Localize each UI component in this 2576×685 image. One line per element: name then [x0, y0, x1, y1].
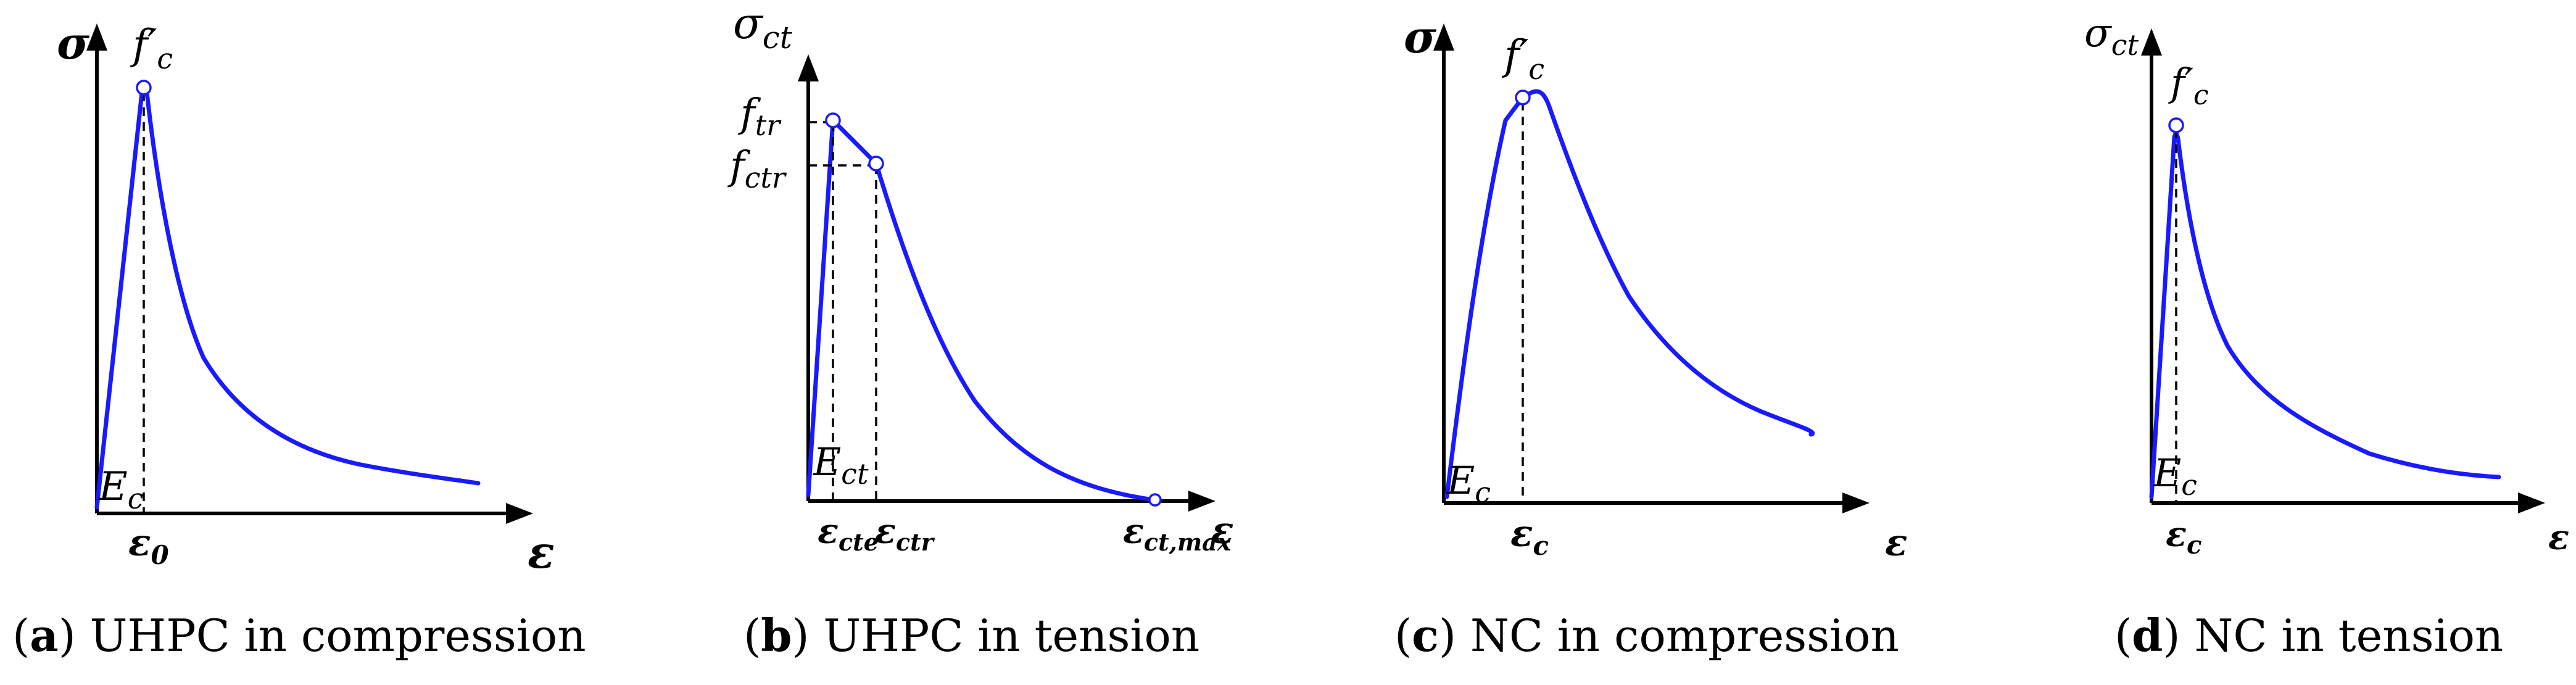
- panel-a-y-label: σ: [57, 17, 90, 69]
- caption-d: (d) NC in tension: [2114, 609, 2503, 662]
- panel-a-peak-label: f′c: [130, 21, 173, 75]
- panel-b-strain1-label: εcte: [818, 511, 879, 556]
- panel-b-marker-1: [825, 112, 841, 128]
- panel-d-strain-label: εc: [2166, 514, 2201, 560]
- panel-b-marker-3: [1148, 493, 1162, 507]
- panel-a-curve: [94, 86, 481, 510]
- panel-d: σct ε f′c Ec εc: [2084, 10, 2569, 560]
- panel-d-peak-marker: [2168, 117, 2184, 133]
- panel-b-stress1-label: ftr: [738, 91, 782, 142]
- panel-d-y-label: σct: [2084, 10, 2139, 62]
- panel-c: σ ε f′c Ec εc: [1404, 10, 1907, 565]
- panel-d-modulus-label: Ec: [2153, 450, 2197, 502]
- caption-a: (a) UHPC in compression: [12, 609, 586, 662]
- panel-b-stress2-label: fctr: [727, 143, 787, 194]
- caption-c: (c) NC in compression: [1394, 609, 1899, 662]
- panel-d-peak-label: f′c: [2168, 60, 2209, 111]
- panel-b: σct ε ftr fctr Ect εcte εctr εct,max: [727, 0, 1233, 556]
- panel-b-x-arrow: [1188, 491, 1216, 512]
- panel-a-modulus-label: Ec: [98, 464, 143, 515]
- panel-a-x-arrow: [506, 503, 533, 524]
- panel-b-modulus-label: Ect: [813, 439, 869, 491]
- panel-a-x-label: ε: [528, 526, 555, 578]
- panel-b-strain2-label: εctr: [875, 511, 935, 556]
- panel-a-strain-label: ε0: [128, 521, 169, 570]
- panel-c-y-arrow: [1433, 23, 1454, 51]
- panel-d-curve: [2149, 131, 2501, 499]
- panel-d-y-arrow: [2141, 28, 2162, 56]
- panel-b-y-arrow: [798, 54, 819, 81]
- panel-a-y-arrow: [86, 23, 107, 51]
- panel-c-modulus-label: Ec: [1446, 458, 1491, 509]
- panel-a: σ ε f′c Ec ε0: [57, 17, 555, 578]
- panel-b-y-label: σct: [733, 0, 793, 56]
- panel-b-x-label: ε: [1211, 509, 1233, 552]
- panel-c-strain-label: εc: [1510, 512, 1549, 561]
- panel-c-curve: [1444, 89, 1815, 499]
- panel-c-peak-label: f′c: [1501, 31, 1544, 86]
- panel-d-x-label: ε: [2548, 517, 2569, 558]
- panel-c-x-label: ε: [1885, 521, 1907, 565]
- panel-b-marker-2: [868, 156, 884, 172]
- panel-d-x-arrow: [2518, 492, 2545, 513]
- panel-b-strain3-label: εct,max: [1123, 511, 1232, 556]
- panel-c-x-arrow: [1842, 492, 1870, 513]
- panel-c-y-label: σ: [1404, 10, 1437, 63]
- caption-b: (b) UHPC in tension: [743, 609, 1199, 662]
- panel-b-curve: [806, 118, 1156, 502]
- panel-a-peak-marker: [136, 80, 152, 96]
- panel-c-peak-marker: [1515, 89, 1531, 106]
